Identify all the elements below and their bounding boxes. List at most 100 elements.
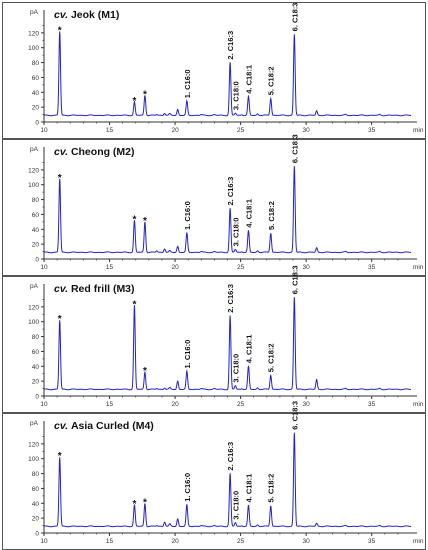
panel-border (2, 413, 426, 550)
y-tick-label: 60 (32, 75, 40, 82)
peak-star-label: * (143, 89, 147, 100)
peak-label: 4. C18:1 (244, 474, 253, 503)
x-tick-label: 20 (171, 401, 179, 408)
peak-star-label: * (132, 299, 136, 310)
chromatogram-panel: 0 20 40 60 80 100 120 10 15 20 25 30 35 pA min cv. Asia… (2, 401, 426, 550)
x-axis-unit: min (413, 401, 424, 408)
x-tick-label: 15 (106, 127, 114, 134)
panel-title-prefix: cv. (54, 420, 71, 432)
x-tick-label: 10 (40, 264, 48, 271)
y-tick-label: 60 (32, 486, 40, 493)
y-tick-label: 40 (32, 501, 40, 508)
panel-title-name: Red frill (M3) (71, 283, 135, 295)
peak-star-label: * (143, 216, 147, 227)
x-tick-label: 25 (237, 264, 245, 271)
panel-title-name: Jeok (M1) (71, 9, 119, 21)
chromatogram-panel: 0 20 40 60 80 100 120 10 15 20 25 30 35 pA min cv. Red … (2, 265, 426, 413)
y-tick-label: 0 (35, 394, 39, 401)
y-tick-label: 40 (32, 227, 40, 234)
y-tick-label: 100 (28, 182, 39, 189)
y-tick-label: 0 (35, 120, 39, 127)
y-tick-label: 20 (32, 379, 40, 386)
y-tick-label: 20 (32, 242, 40, 249)
panel-border (2, 139, 426, 276)
panel-title-name: Cheong (M2) (71, 146, 135, 158)
peak-star-label: * (143, 366, 147, 377)
panel-title-prefix: cv. (54, 9, 71, 21)
chromatogram-trace (43, 432, 411, 528)
y-tick-label: 80 (32, 60, 40, 67)
panel-border (2, 276, 426, 413)
x-tick-label: 30 (303, 401, 311, 408)
panel-title-name: Asia Curled (M4) (71, 420, 154, 432)
peak-label: 1. C16:0 (183, 69, 192, 98)
x-tick-label: 10 (40, 538, 48, 545)
peak-label: 3. C18:0 (231, 354, 240, 383)
x-tick-label: 20 (171, 538, 179, 545)
peak-label: 3. C18:0 (231, 491, 240, 520)
peak-label: 4. C18:1 (244, 335, 253, 364)
x-tick-label: 15 (106, 264, 114, 271)
x-tick-label: 30 (303, 538, 311, 545)
panel-title: cv. Red frill (M3) (54, 283, 135, 295)
peak-label: 5. C18:2 (267, 474, 276, 503)
y-tick-label: 60 (32, 212, 40, 219)
y-tick-label: 20 (32, 516, 40, 523)
peak-label: 5. C18:2 (267, 66, 276, 95)
x-axis-unit: min (413, 538, 424, 545)
panel-title: cv. Jeok (M1) (54, 9, 119, 21)
x-tick-label: 30 (303, 264, 311, 271)
peak-label: 6. C18:3 (290, 401, 299, 430)
y-tick-label: 120 (28, 441, 39, 448)
peak-label: 4. C18:1 (244, 65, 253, 94)
x-tick-label: 10 (40, 127, 48, 134)
y-tick-label: 0 (35, 531, 39, 538)
peak-star-label: * (58, 173, 62, 184)
x-tick-label: 10 (40, 401, 48, 408)
peak-star-label: * (132, 499, 136, 510)
peak-label: 4. C18:1 (244, 199, 253, 228)
peak-label: 2. C16:3 (226, 284, 235, 313)
chromatogram-trace (43, 297, 411, 391)
peak-star-label: * (132, 214, 136, 225)
y-tick-label: 80 (32, 471, 40, 478)
x-tick-label: 15 (106, 401, 114, 408)
y-tick-label: 120 (28, 304, 39, 311)
peak-label: 1. C16:0 (183, 340, 192, 369)
y-axis-unit: pA (30, 283, 39, 290)
peak-star-label: * (58, 314, 62, 325)
peak-label: 3. C18:0 (231, 81, 240, 110)
y-tick-label: 20 (32, 105, 40, 112)
x-tick-label: 35 (368, 264, 376, 271)
y-tick-label: 100 (28, 456, 39, 463)
y-axis-unit: pA (30, 9, 39, 16)
y-tick-label: 0 (35, 257, 39, 264)
y-tick-label: 120 (28, 30, 39, 37)
panel-title: cv. Asia Curled (M4) (54, 420, 154, 432)
x-axis-unit: min (413, 127, 424, 134)
y-tick-label: 80 (32, 334, 40, 341)
x-tick-label: 35 (368, 538, 376, 545)
peak-star-label: * (58, 25, 62, 36)
x-tick-label: 25 (237, 401, 245, 408)
y-tick-label: 100 (28, 319, 39, 326)
peak-star-label: * (143, 497, 147, 508)
chromatogram-panel: 0 20 40 60 80 100 120 10 15 20 25 30 35 pA min cv. Jeok… (2, 2, 426, 139)
x-tick-label: 25 (237, 127, 245, 134)
peak-label: 2. C16:3 (226, 31, 235, 60)
peak-label: 2. C16:3 (226, 177, 235, 206)
peak-label: 6. C18:3 (290, 3, 299, 32)
peak-label: 1. C16:0 (183, 201, 192, 230)
chromatogram-panel: 0 20 40 60 80 100 120 10 15 20 25 30 35 pA min cv. Cheo… (2, 134, 426, 276)
peak-label: 6. C18:3 (290, 265, 299, 294)
panel-title: cv. Cheong (M2) (54, 146, 135, 158)
x-tick-label: 35 (368, 127, 376, 134)
x-tick-label: 20 (171, 264, 179, 271)
peak-star-label: * (132, 96, 136, 107)
chromatogram-trace (43, 31, 411, 117)
x-tick-label: 25 (237, 538, 245, 545)
x-tick-label: 30 (303, 127, 311, 134)
y-axis-unit: pA (30, 146, 39, 153)
peak-star-label: * (58, 451, 62, 462)
